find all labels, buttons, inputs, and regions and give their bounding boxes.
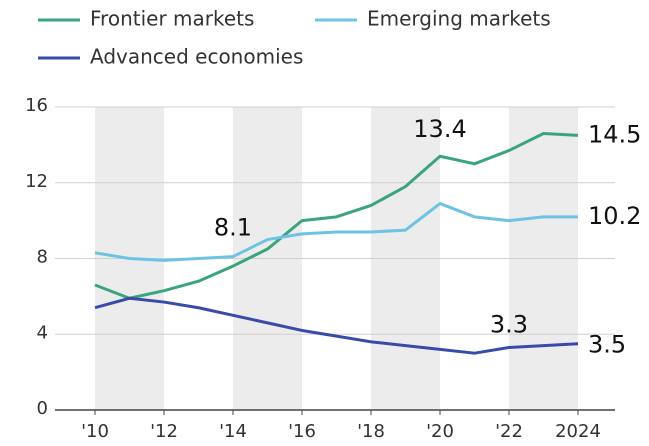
legend-label: Frontier markets bbox=[90, 7, 254, 31]
x-tick-label: '14 bbox=[219, 421, 247, 442]
data-label: 3.5 bbox=[588, 331, 626, 359]
x-tick-label: '12 bbox=[150, 421, 178, 442]
series-line bbox=[94, 296, 579, 355]
legend-label: Advanced economies bbox=[90, 45, 303, 69]
x-tick-label: '22 bbox=[495, 421, 523, 442]
y-tick-label: 0 bbox=[37, 398, 48, 419]
series-line bbox=[94, 202, 578, 262]
series-line bbox=[94, 132, 579, 300]
x-tick-label: '16 bbox=[288, 421, 316, 442]
data-label: 10.2 bbox=[588, 202, 641, 230]
y-tick-label: 16 bbox=[25, 95, 48, 116]
data-label: 8.1 bbox=[214, 214, 252, 242]
data-label: 14.5 bbox=[588, 120, 641, 148]
legend-label: Emerging markets bbox=[367, 7, 551, 31]
x-tick-label: '18 bbox=[357, 421, 385, 442]
x-tick-label: '10 bbox=[81, 421, 109, 442]
x-tick-label: 2024 bbox=[555, 421, 601, 442]
y-tick-label: 4 bbox=[37, 322, 48, 343]
data-label: 13.4 bbox=[413, 115, 466, 143]
y-tick-label: 8 bbox=[37, 247, 48, 268]
x-tick-label: '20 bbox=[426, 421, 454, 442]
data-label: 3.3 bbox=[490, 311, 528, 339]
y-tick-label: 12 bbox=[25, 171, 48, 192]
